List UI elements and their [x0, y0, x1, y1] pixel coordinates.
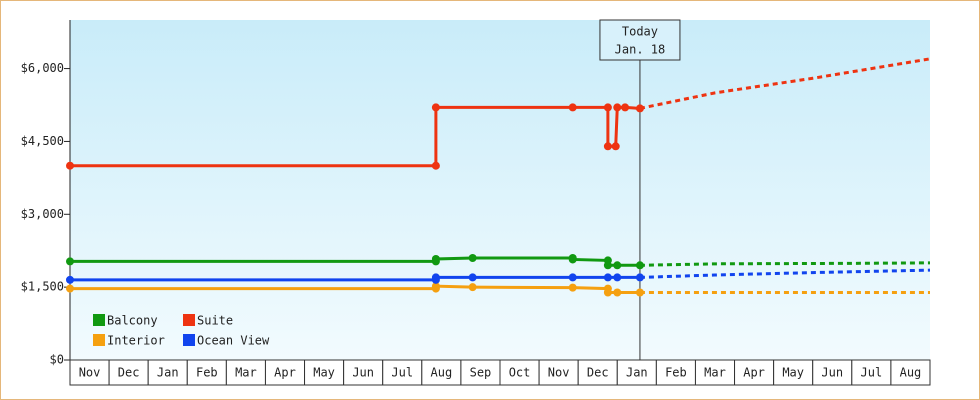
legend-swatch — [93, 334, 105, 346]
price-point — [635, 288, 644, 297]
price-point — [603, 142, 612, 151]
x-cell — [655, 359, 696, 386]
today-label: Today — [622, 25, 658, 39]
y-tick-label: $6,000 — [21, 61, 64, 75]
x-cell — [421, 359, 462, 386]
x-tick-label: Aug — [900, 366, 922, 380]
price-point — [613, 261, 622, 270]
x-cell — [343, 359, 384, 386]
x-tick-label: Dec — [587, 366, 609, 380]
price-point — [635, 273, 644, 282]
x-cell — [890, 359, 931, 386]
x-cell — [147, 359, 188, 386]
forecast-line — [639, 57, 931, 110]
x-cell — [460, 359, 501, 386]
x-tick-label: Aug — [431, 366, 453, 380]
x-tick-label: Jun — [821, 366, 843, 380]
x-cell — [538, 359, 579, 386]
x-cell — [186, 359, 227, 386]
price-point — [621, 103, 630, 112]
price-point — [603, 103, 612, 112]
x-tick-label: Mar — [235, 366, 257, 380]
x-tick-label: May — [782, 366, 804, 380]
y-tick-label: $3,000 — [21, 207, 64, 221]
x-tick-label: Jul — [391, 366, 413, 380]
price-point — [611, 142, 620, 151]
price-point — [468, 283, 477, 292]
price-point — [613, 288, 622, 297]
x-tick-label: Jun — [352, 366, 374, 380]
x-tick-label: Sep — [470, 366, 492, 380]
price-point — [568, 273, 577, 282]
legend-swatch — [183, 314, 195, 326]
price-point — [431, 161, 440, 170]
price-point — [66, 257, 74, 266]
x-tick-label: Dec — [118, 366, 140, 380]
price-point — [468, 273, 477, 282]
price-point — [431, 273, 440, 282]
x-cell — [225, 359, 266, 386]
price-point — [66, 161, 74, 170]
x-tick-label: Feb — [196, 366, 218, 380]
price-point — [613, 103, 622, 112]
price-point — [568, 103, 577, 112]
x-tick-label: Mar — [704, 366, 726, 380]
x-cell — [304, 359, 345, 386]
x-cell — [382, 359, 423, 386]
price-point — [568, 255, 577, 264]
price-point — [635, 261, 644, 270]
x-tick-label: Oct — [509, 366, 531, 380]
legend-swatch — [183, 334, 195, 346]
price-point — [66, 275, 74, 284]
price-point — [635, 104, 644, 113]
legend-swatch — [93, 314, 105, 326]
legend-label: Interior — [107, 334, 165, 348]
price-point — [603, 261, 612, 270]
x-cell — [694, 359, 736, 386]
price-point — [66, 284, 74, 293]
legend-label: Suite — [197, 314, 233, 328]
today-label: Jan. 18 — [615, 43, 666, 57]
price-point — [431, 282, 440, 291]
price-point — [613, 273, 622, 282]
x-tick-label: Nov — [548, 366, 570, 380]
x-tick-label: Nov — [79, 366, 101, 380]
price-point — [431, 254, 440, 263]
x-cell — [264, 359, 306, 386]
price-point — [431, 103, 440, 112]
today-box — [599, 19, 681, 61]
forecast-line — [639, 261, 931, 267]
x-tick-label: May — [313, 366, 335, 380]
legend-label: Ocean View — [197, 334, 270, 348]
legend-label: Balcony — [107, 314, 158, 328]
x-tick-label: Apr — [274, 366, 296, 380]
x-tick-label: Apr — [743, 366, 765, 380]
x-tick-label: Jan — [157, 366, 179, 380]
y-tick-label: $1,500 — [21, 280, 64, 294]
y-tick-label: $4,500 — [21, 134, 64, 148]
price-point — [603, 273, 612, 282]
x-cell — [499, 359, 540, 386]
price-point — [568, 283, 577, 292]
price-point — [603, 288, 612, 297]
x-tick-label: Feb — [665, 366, 687, 380]
plot-area — [70, 20, 930, 360]
y-tick-label: $0 — [50, 353, 64, 367]
price-point — [468, 254, 477, 262]
x-tick-label: Jan — [626, 366, 648, 380]
x-tick-label: Jul — [861, 366, 883, 380]
forecast-line — [639, 268, 931, 279]
